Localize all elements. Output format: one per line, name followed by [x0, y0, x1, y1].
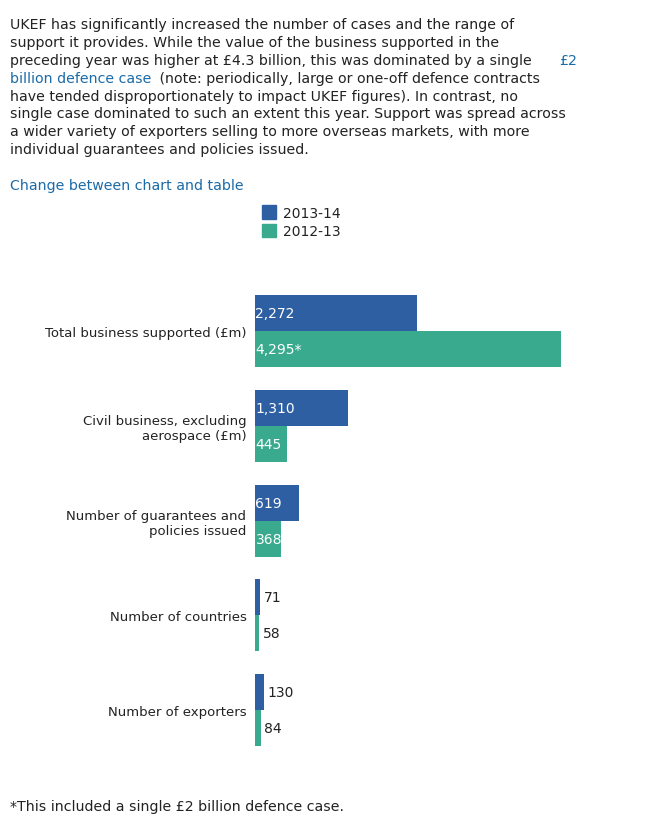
Text: single case dominated to such an extent this year. Support was spread across: single case dominated to such an extent …	[10, 107, 566, 121]
Text: 1,310: 1,310	[255, 402, 295, 416]
Text: UKEF has significantly increased the number of cases and the range of: UKEF has significantly increased the num…	[10, 18, 514, 32]
Text: billion defence case: billion defence case	[10, 72, 151, 85]
Text: 619: 619	[255, 496, 282, 510]
Bar	[255, 332, 561, 368]
Text: 2,272: 2,272	[255, 306, 295, 320]
Bar	[255, 674, 264, 710]
Text: 445: 445	[255, 437, 282, 451]
Bar	[255, 485, 299, 521]
Text: a wider variety of exporters selling to more overseas markets, with more: a wider variety of exporters selling to …	[10, 125, 530, 139]
Legend: 2013-14, 2012-13: 2013-14, 2012-13	[262, 206, 340, 239]
Text: 71: 71	[264, 590, 281, 604]
Text: have tended disproportionately to impact UKEF figures). In contrast, no: have tended disproportionately to impact…	[10, 89, 518, 104]
Text: £2: £2	[559, 54, 577, 68]
Bar	[255, 521, 281, 557]
Bar	[255, 710, 261, 746]
Text: support it provides. While the value of the business supported in the: support it provides. While the value of …	[10, 36, 499, 50]
Text: Change between chart and table: Change between chart and table	[10, 179, 243, 192]
Bar	[255, 616, 259, 652]
Bar	[255, 390, 348, 426]
Text: 58: 58	[263, 627, 280, 641]
Bar	[255, 580, 260, 616]
Text: *This included a single £2 billion defence case.: *This included a single £2 billion defen…	[10, 799, 344, 813]
Bar	[255, 426, 286, 462]
Bar	[255, 296, 417, 332]
Text: 368: 368	[255, 532, 282, 546]
Text: 84: 84	[264, 721, 282, 735]
Text: preceding year was higher at £4.3 billion, this was dominated by a single: preceding year was higher at £4.3 billio…	[10, 54, 536, 68]
Text: individual guarantees and policies issued.: individual guarantees and policies issue…	[10, 142, 308, 156]
Text: 130: 130	[268, 686, 294, 700]
Text: 4,295*: 4,295*	[255, 343, 302, 357]
Text: (note: periodically, large or one-off defence contracts: (note: periodically, large or one-off de…	[155, 72, 540, 85]
